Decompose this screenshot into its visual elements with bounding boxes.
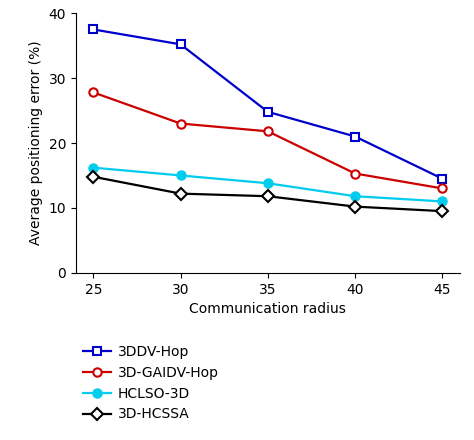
HCLSO-3D: [91, 165, 96, 170]
3D-GAIDV-Hop: [352, 171, 358, 176]
Line: 3D-HCSSA: 3D-HCSSA: [89, 172, 447, 215]
HCLSO-3D: [265, 180, 271, 186]
3D-HCSSA: [178, 191, 183, 196]
3D-HCSSA: [265, 194, 271, 199]
Line: HCLSO-3D: HCLSO-3D: [89, 164, 447, 205]
3DDV-Hop: [91, 27, 96, 32]
HCLSO-3D: [352, 194, 358, 199]
3DDV-Hop: [178, 42, 183, 47]
Legend: 3DDV-Hop, 3D-GAIDV-Hop, HCLSO-3D, 3D-HCSSA: 3DDV-Hop, 3D-GAIDV-Hop, HCLSO-3D, 3D-HCS…: [83, 345, 219, 422]
Line: 3D-GAIDV-Hop: 3D-GAIDV-Hop: [89, 88, 447, 193]
3DDV-Hop: [439, 176, 445, 181]
3D-HCSSA: [352, 204, 358, 209]
3D-GAIDV-Hop: [439, 186, 445, 191]
3D-HCSSA: [91, 174, 96, 180]
Line: 3DDV-Hop: 3DDV-Hop: [89, 25, 447, 183]
HCLSO-3D: [439, 199, 445, 204]
HCLSO-3D: [178, 173, 183, 178]
X-axis label: Communication radius: Communication radius: [190, 302, 346, 316]
3DDV-Hop: [265, 109, 271, 114]
3D-GAIDV-Hop: [178, 121, 183, 126]
3D-GAIDV-Hop: [91, 90, 96, 95]
3D-HCSSA: [439, 209, 445, 214]
3DDV-Hop: [352, 134, 358, 139]
3D-GAIDV-Hop: [265, 128, 271, 134]
Y-axis label: Average positioning error (%): Average positioning error (%): [29, 40, 43, 246]
